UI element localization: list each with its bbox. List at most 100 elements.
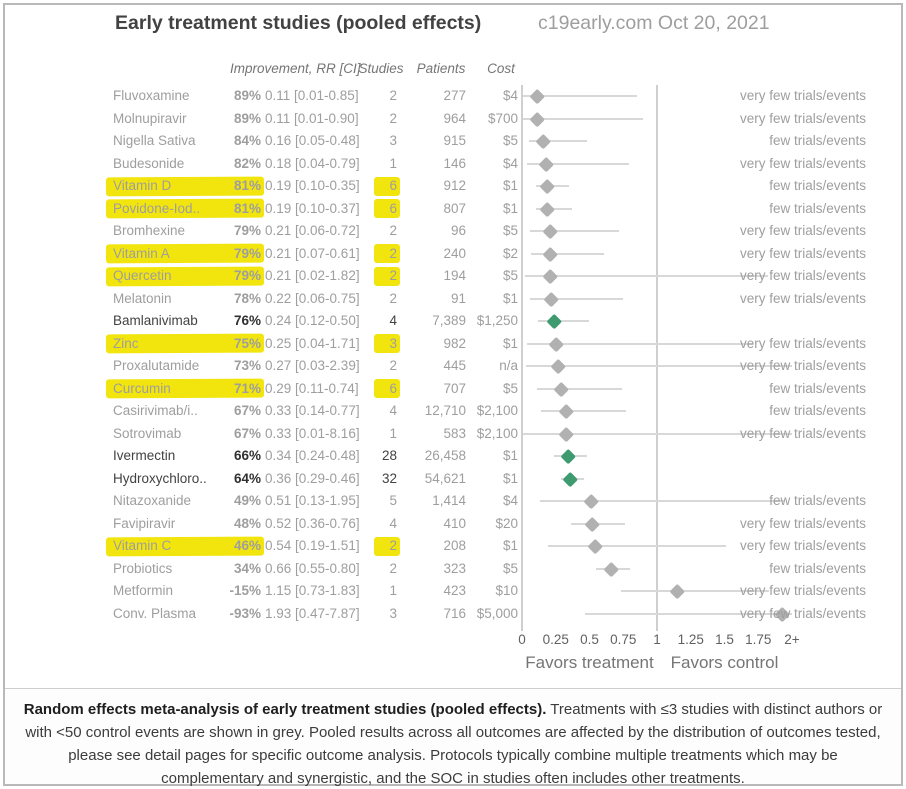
improvement-pct: 46% — [233, 538, 261, 553]
studies-count: 4 — [389, 403, 397, 418]
rr-ci-value: 1.15 [0.73-1.83] — [265, 583, 360, 598]
improvement-pct: 49% — [233, 493, 261, 508]
effect-diamond — [536, 133, 552, 149]
improvement-pct: 48% — [233, 515, 261, 531]
improvement-pct: 67% — [233, 425, 261, 441]
treatment-name: Nitazoxanide — [113, 493, 192, 508]
cost-value: $5 — [502, 133, 518, 148]
treatment-name: Sotrovimab — [113, 425, 182, 441]
studies-count: 2 — [389, 290, 397, 306]
treatment-name: Fluvoxamine — [113, 88, 190, 103]
studies-count: 2 — [389, 560, 397, 576]
forest-rows: Fluvoxamine 89% 0.11 [0.01-0.85] 2 277 $… — [0, 85, 906, 625]
ci-line — [540, 410, 626, 412]
rr-ci-value: 0.51 [0.13-1.95] — [265, 493, 360, 508]
patients-count: 716 — [443, 605, 466, 621]
trials-note — [652, 310, 866, 333]
ci-line — [527, 162, 629, 165]
treatment-name: Quercetin — [113, 268, 172, 283]
trials-note: few trials/events — [769, 178, 866, 193]
patients-count: 445 — [443, 358, 466, 373]
effect-diamond — [542, 246, 558, 262]
trials-note: very few trials/events — [739, 335, 866, 351]
forest-plot-cell — [522, 355, 792, 378]
effect-diamond — [551, 358, 566, 374]
improvement-pct: 71% — [233, 380, 261, 396]
patients-count: 707 — [443, 380, 466, 396]
treatment-name: Bromhexine — [113, 223, 186, 238]
trials-note: very few trials/events — [739, 155, 866, 171]
studies-count: 6 — [389, 200, 397, 216]
forest-plot-cell — [522, 85, 792, 108]
site-date-link[interactable]: c19early.com Oct 20, 2021 — [538, 12, 770, 34]
trials-note — [652, 445, 866, 468]
ci-line — [523, 432, 792, 435]
effect-diamond — [542, 268, 558, 284]
effect-diamond — [553, 381, 569, 397]
forest-plot-cell — [522, 243, 792, 266]
cost-value: $5,000 — [476, 605, 518, 621]
treatment-name: Probiotics — [113, 560, 173, 576]
rr-ci-value: 0.25 [0.04-1.71] — [265, 335, 360, 351]
improvement-pct: 78% — [233, 290, 261, 306]
trials-note: very few trials/events — [739, 515, 866, 531]
rr-ci-value: 0.11 [0.01-0.90] — [265, 110, 359, 126]
improvement-pct: 76% — [233, 313, 261, 328]
rr-ci-value: 0.33 [0.01-8.16] — [265, 425, 360, 441]
cost-value: $4 — [502, 88, 518, 103]
effect-diamond — [583, 493, 599, 509]
forest-plot-cell — [522, 130, 792, 153]
patients-count: 12,710 — [424, 403, 466, 418]
rr-ci-value: 1.93 [0.47-7.87] — [265, 605, 360, 621]
cost-value: $1 — [502, 538, 518, 553]
effect-diamond — [559, 403, 574, 419]
table-row: Probiotics 34% 0.66 [0.55-0.80] 2 323 $5… — [0, 558, 906, 581]
ci-line — [585, 612, 792, 615]
ci-line — [523, 117, 644, 120]
treatment-name: Curcumin — [113, 380, 171, 396]
effect-diamond — [603, 561, 619, 577]
cost-value: $5 — [502, 268, 518, 283]
trials-note: very few trials/events — [739, 245, 866, 261]
studies-count: 2 — [389, 110, 397, 126]
axis-line-rr1 — [656, 85, 658, 631]
chart-frame — [3, 3, 903, 786]
table-row: Vitamin D 81% 0.19 [0.10-0.35] 6 912 $1 … — [0, 175, 906, 198]
forest-plot-cell — [522, 513, 792, 536]
axis-tick-label: 1.5 — [715, 632, 734, 647]
table-row: Proxalutamide 73% 0.27 [0.03-2.39] 2 445… — [0, 355, 906, 378]
trials-note: very few trials/events — [739, 358, 866, 373]
improvement-pct: 34% — [233, 560, 261, 576]
cost-value: $1 — [502, 290, 518, 306]
cost-value: $1 — [502, 178, 518, 193]
table-row: Bamlanivimab 76% 0.24 [0.12-0.50] 4 7,38… — [0, 310, 906, 333]
rr-ci-value: 0.24 [0.12-0.50] — [265, 313, 360, 328]
table-row: Curcumin 71% 0.29 [0.11-0.74] 6 707 $5 f… — [0, 378, 906, 401]
trials-note: few trials/events — [769, 200, 866, 216]
cost-value: $1 — [502, 448, 518, 463]
cost-value: $4 — [502, 493, 518, 508]
studies-count: 6 — [389, 380, 397, 396]
patients-count: 583 — [443, 425, 466, 441]
patients-count: 982 — [443, 335, 466, 351]
ci-line — [547, 545, 726, 547]
rr-ci-value: 0.11 [0.01-0.85] — [265, 88, 359, 103]
effect-diamond — [544, 291, 560, 307]
treatment-name: Conv. Plasma — [113, 605, 197, 621]
improvement-pct: -15% — [229, 583, 261, 598]
rr-ci-value: 0.21 [0.02-1.82] — [265, 268, 360, 283]
patients-count: 240 — [443, 245, 466, 261]
patients-count: 208 — [443, 538, 466, 553]
footer-note-text: Treatments with ≤3 studies with distinct… — [25, 701, 883, 787]
favors-control-label: Favors control — [670, 653, 779, 672]
axis-tick-label: 1.75 — [745, 632, 772, 647]
table-row: Povidone-Iod.. 81% 0.19 [0.10-0.37] 6 80… — [0, 198, 906, 221]
rr-ci-value: 0.52 [0.36-0.76] — [265, 515, 360, 531]
cost-value: $5 — [502, 560, 518, 576]
improvement-pct: 82% — [233, 155, 261, 171]
ci-line — [528, 140, 587, 142]
trials-note: very few trials/events — [739, 425, 866, 441]
ci-line — [526, 365, 792, 367]
cost-value: $2 — [502, 245, 518, 261]
patients-count: 96 — [450, 223, 466, 238]
